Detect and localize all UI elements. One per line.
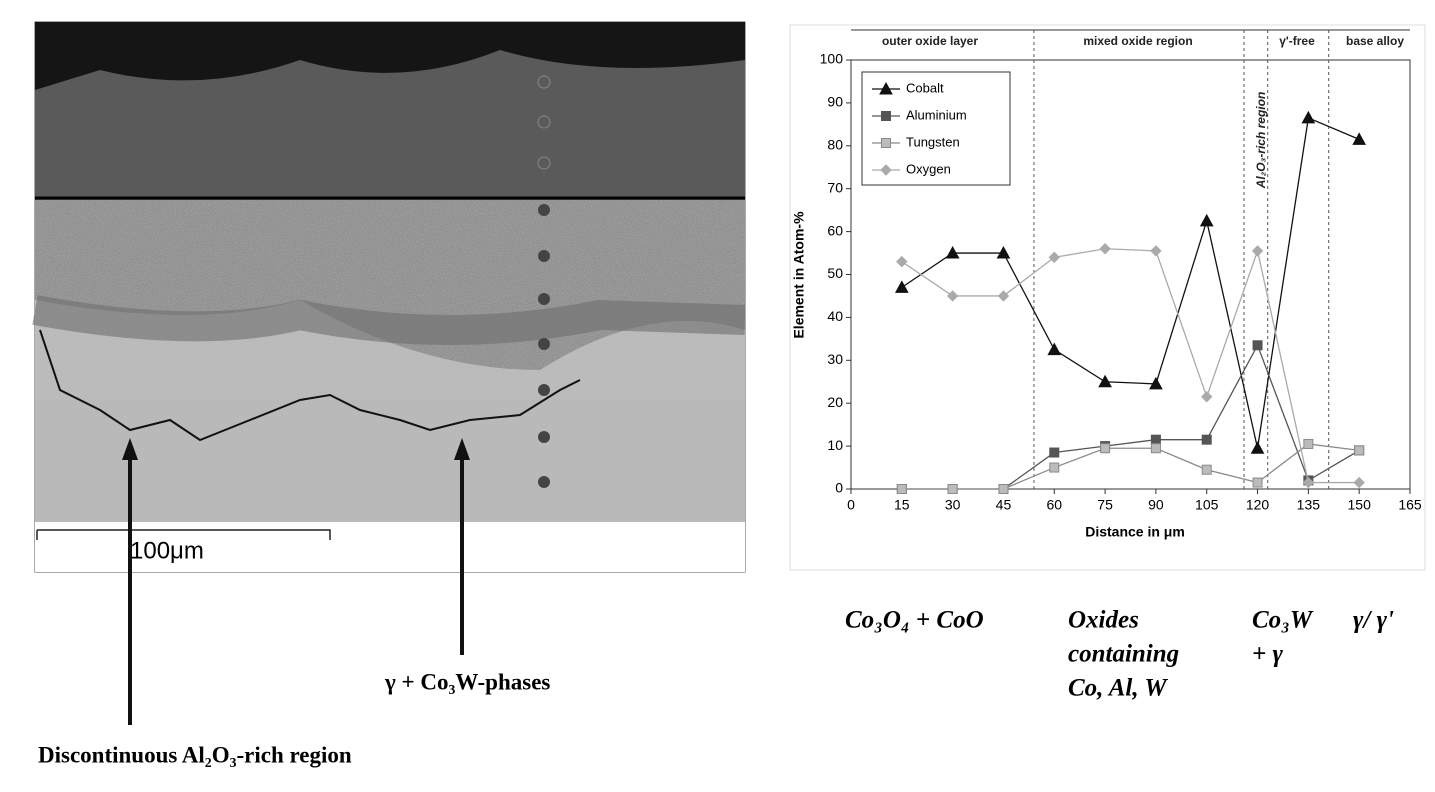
arrow-label: Discontinuous Al₂O₃-rich region bbox=[38, 742, 352, 767]
marker bbox=[997, 290, 1010, 302]
series-line bbox=[901, 343, 1360, 490]
marker bbox=[998, 484, 1009, 494]
marker bbox=[1150, 245, 1162, 257]
phase-label: containing bbox=[1068, 641, 1179, 668]
marker bbox=[1303, 438, 1314, 449]
marker bbox=[1353, 476, 1365, 489]
region-label: base alloy bbox=[1346, 34, 1404, 48]
region-label: outer oxide layer bbox=[882, 34, 978, 48]
series-line bbox=[901, 116, 1360, 449]
al2o3-boundary bbox=[39, 329, 581, 442]
chart-frame bbox=[789, 24, 1426, 571]
micrograph: 100μm γ + Co₃W-phases Discontinuous Al₂O… bbox=[32, 21, 746, 767]
series-line bbox=[901, 248, 1360, 484]
scale-bar bbox=[36, 529, 331, 540]
marker bbox=[1100, 443, 1111, 454]
marker bbox=[947, 484, 958, 494]
marker bbox=[1049, 447, 1060, 458]
y-tick-label: 50 bbox=[827, 265, 843, 281]
region-label: γ'-free bbox=[1279, 34, 1315, 48]
phase-labels: Co₃O₄ + CoO Oxides containing Co, Al, W Co₃W… bbox=[845, 607, 1394, 702]
marker bbox=[1049, 462, 1060, 473]
y-tick-label: 30 bbox=[827, 351, 843, 367]
marker bbox=[1048, 251, 1060, 264]
y-tick-label: 10 bbox=[827, 437, 843, 453]
legend-marker bbox=[879, 81, 893, 95]
marker bbox=[946, 290, 959, 302]
marker bbox=[1150, 443, 1161, 454]
phase-label: + γ bbox=[1252, 641, 1283, 668]
marker bbox=[1251, 245, 1264, 257]
phase-label: Oxides bbox=[1068, 607, 1139, 634]
marker bbox=[1252, 477, 1263, 488]
phase-label: Co₃O₄ + CoO bbox=[845, 607, 984, 634]
x-axis-label: Distance in μm bbox=[1085, 524, 1185, 540]
texture bbox=[35, 200, 745, 400]
marker bbox=[1302, 476, 1315, 489]
legend-label: Aluminium bbox=[906, 107, 967, 122]
marker bbox=[1047, 342, 1062, 356]
x-tick-label: 60 bbox=[1046, 497, 1062, 513]
marker bbox=[1099, 243, 1111, 255]
y-tick-label: 40 bbox=[827, 308, 843, 324]
marker bbox=[1352, 132, 1367, 145]
y-tick-label: 100 bbox=[820, 51, 844, 67]
marker bbox=[1149, 376, 1163, 390]
arrow-label: γ + Co₃W-phases bbox=[384, 669, 550, 694]
marker bbox=[896, 255, 908, 268]
marker bbox=[1301, 110, 1316, 124]
legend-marker bbox=[880, 164, 892, 176]
arrows bbox=[122, 438, 470, 725]
x-tick-label: 135 bbox=[1297, 497, 1321, 513]
legend-label: Oxygen bbox=[906, 161, 951, 176]
x-tick-label: 30 bbox=[945, 497, 961, 513]
x-tick-label: 0 bbox=[847, 497, 855, 513]
marker bbox=[1150, 434, 1161, 445]
resin bbox=[35, 22, 745, 90]
legend-marker bbox=[881, 111, 891, 121]
y-tick-label: 70 bbox=[827, 179, 843, 195]
x-tick-label: 105 bbox=[1195, 497, 1219, 513]
measurement-points bbox=[537, 75, 551, 488]
marker bbox=[1098, 374, 1112, 388]
phase-label: γ/ γ' bbox=[1353, 607, 1394, 634]
marker bbox=[1252, 340, 1263, 351]
y-tick-label: 20 bbox=[827, 394, 843, 410]
region-label: mixed oxide region bbox=[1083, 34, 1192, 48]
x-tick-label: 150 bbox=[1348, 497, 1372, 513]
region-label: Al₂O₃-rich region bbox=[1254, 92, 1268, 190]
marker bbox=[1250, 441, 1265, 454]
x-tick-label: 15 bbox=[894, 497, 910, 513]
y-tick-label: 60 bbox=[827, 222, 843, 238]
scale-label: 100μm bbox=[130, 537, 204, 564]
y-axis-label: Element in Atom-% bbox=[791, 211, 807, 339]
marker bbox=[945, 246, 960, 259]
phase-label: Co₃W bbox=[1252, 607, 1314, 634]
legend-label: Tungsten bbox=[906, 134, 960, 149]
x-tick-label: 45 bbox=[996, 497, 1012, 513]
band bbox=[32, 295, 746, 345]
marker bbox=[1199, 213, 1214, 227]
y-tick-label: 80 bbox=[827, 137, 843, 153]
legend-label: Cobalt bbox=[906, 80, 944, 95]
y-tick-label: 90 bbox=[827, 94, 843, 110]
x-tick-label: 90 bbox=[1148, 497, 1164, 513]
marker bbox=[1201, 391, 1213, 403]
marker bbox=[894, 280, 909, 293]
marker bbox=[1354, 445, 1365, 456]
marker bbox=[896, 484, 907, 494]
phase-label: Co, Al, W bbox=[1068, 675, 1168, 702]
marker bbox=[1201, 464, 1212, 475]
marker bbox=[996, 246, 1011, 259]
marker bbox=[1201, 434, 1212, 445]
x-tick-label: 120 bbox=[1246, 497, 1270, 513]
x-tick-label: 75 bbox=[1097, 497, 1113, 513]
legend-marker bbox=[881, 138, 891, 148]
series-line bbox=[901, 443, 1360, 490]
x-tick-label: 165 bbox=[1398, 497, 1422, 513]
y-tick-label: 0 bbox=[835, 480, 843, 496]
plot: 0 10 20 30 40 50 60 70 80 90 100 0 15 30 45 60 75 90 105 12… bbox=[820, 29, 1422, 513]
